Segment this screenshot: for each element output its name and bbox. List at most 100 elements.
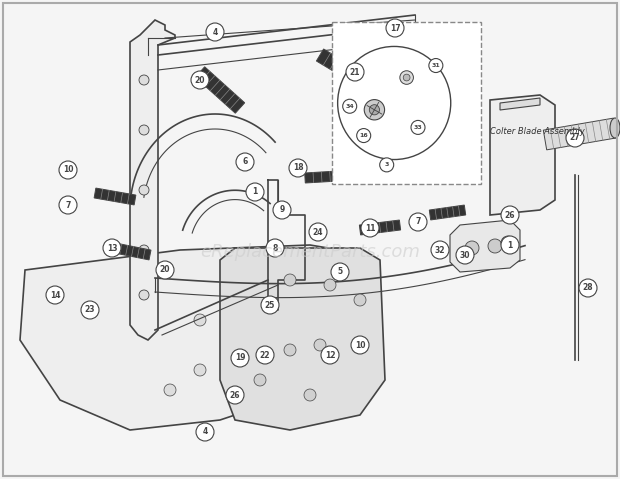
Circle shape <box>431 241 449 259</box>
Circle shape <box>364 100 384 120</box>
Text: 23: 23 <box>85 306 95 315</box>
Circle shape <box>400 71 414 84</box>
Circle shape <box>370 105 379 115</box>
Circle shape <box>351 336 369 354</box>
Circle shape <box>456 246 474 264</box>
Text: 19: 19 <box>235 354 246 363</box>
Text: 26: 26 <box>505 210 515 219</box>
Circle shape <box>379 158 394 172</box>
Circle shape <box>346 63 364 81</box>
Polygon shape <box>316 49 379 94</box>
Circle shape <box>196 423 214 441</box>
Text: 7: 7 <box>415 217 421 227</box>
Text: 8: 8 <box>272 243 278 252</box>
Text: 17: 17 <box>390 23 401 33</box>
Circle shape <box>256 346 274 364</box>
Circle shape <box>139 185 149 195</box>
Circle shape <box>246 183 264 201</box>
Text: 12: 12 <box>325 351 335 360</box>
Circle shape <box>266 239 284 257</box>
Circle shape <box>231 349 249 367</box>
Text: 21: 21 <box>350 68 360 77</box>
Circle shape <box>194 314 206 326</box>
Circle shape <box>304 389 316 401</box>
Circle shape <box>191 71 209 89</box>
Circle shape <box>194 364 206 376</box>
Text: 30: 30 <box>460 251 470 260</box>
Circle shape <box>284 274 296 286</box>
Circle shape <box>273 201 291 219</box>
Polygon shape <box>114 243 151 260</box>
Circle shape <box>139 245 149 255</box>
Circle shape <box>403 74 410 81</box>
Text: 33: 33 <box>414 125 422 130</box>
Circle shape <box>361 219 379 237</box>
Text: 11: 11 <box>365 224 375 232</box>
Polygon shape <box>94 188 136 205</box>
Circle shape <box>254 374 266 386</box>
Text: 24: 24 <box>312 228 323 237</box>
Circle shape <box>331 263 349 281</box>
Text: 18: 18 <box>293 163 303 172</box>
Circle shape <box>354 294 366 306</box>
Circle shape <box>284 344 296 356</box>
Polygon shape <box>450 220 520 272</box>
Ellipse shape <box>610 118 620 138</box>
Text: 4: 4 <box>202 427 208 436</box>
Polygon shape <box>130 20 175 340</box>
Circle shape <box>579 279 597 297</box>
Text: 4: 4 <box>213 27 218 36</box>
Circle shape <box>139 125 149 135</box>
Text: 27: 27 <box>570 134 580 142</box>
Text: 5: 5 <box>337 267 343 276</box>
Circle shape <box>139 290 149 300</box>
Circle shape <box>226 386 244 404</box>
Text: 22: 22 <box>260 351 270 360</box>
Circle shape <box>289 159 307 177</box>
Bar <box>332 22 480 184</box>
Text: 6: 6 <box>242 158 247 167</box>
Polygon shape <box>429 205 466 220</box>
Circle shape <box>386 19 404 37</box>
Circle shape <box>59 161 77 179</box>
Circle shape <box>409 213 427 231</box>
Polygon shape <box>500 98 540 110</box>
Text: 13: 13 <box>107 243 117 252</box>
Circle shape <box>81 301 99 319</box>
Text: 1: 1 <box>252 187 258 196</box>
Circle shape <box>164 384 176 396</box>
Circle shape <box>343 99 356 113</box>
Text: 26: 26 <box>230 390 241 399</box>
Polygon shape <box>360 220 401 235</box>
Text: Colter Blade Assembly: Colter Blade Assembly <box>490 127 585 136</box>
Circle shape <box>314 339 326 351</box>
Text: 28: 28 <box>583 284 593 293</box>
Circle shape <box>321 346 339 364</box>
Circle shape <box>566 129 584 147</box>
Text: 16: 16 <box>360 133 368 138</box>
Text: 7: 7 <box>65 201 71 209</box>
Text: 9: 9 <box>280 205 285 215</box>
Text: eReplacementParts.com: eReplacementParts.com <box>200 243 420 261</box>
Text: 20: 20 <box>195 76 205 84</box>
Text: 20: 20 <box>160 265 171 274</box>
Circle shape <box>139 75 149 85</box>
Circle shape <box>206 23 224 41</box>
Text: 3: 3 <box>384 162 389 167</box>
Circle shape <box>488 239 502 253</box>
Circle shape <box>501 236 515 250</box>
Polygon shape <box>543 118 617 150</box>
Circle shape <box>501 236 519 254</box>
Text: 1: 1 <box>507 240 513 250</box>
Circle shape <box>59 196 77 214</box>
Circle shape <box>411 120 425 135</box>
Circle shape <box>324 279 336 291</box>
Circle shape <box>309 223 327 241</box>
Circle shape <box>356 128 371 143</box>
Circle shape <box>274 344 286 356</box>
Polygon shape <box>220 248 385 430</box>
Circle shape <box>103 239 121 257</box>
Text: 31: 31 <box>432 63 440 68</box>
Text: 32: 32 <box>435 246 445 254</box>
Circle shape <box>236 153 254 171</box>
